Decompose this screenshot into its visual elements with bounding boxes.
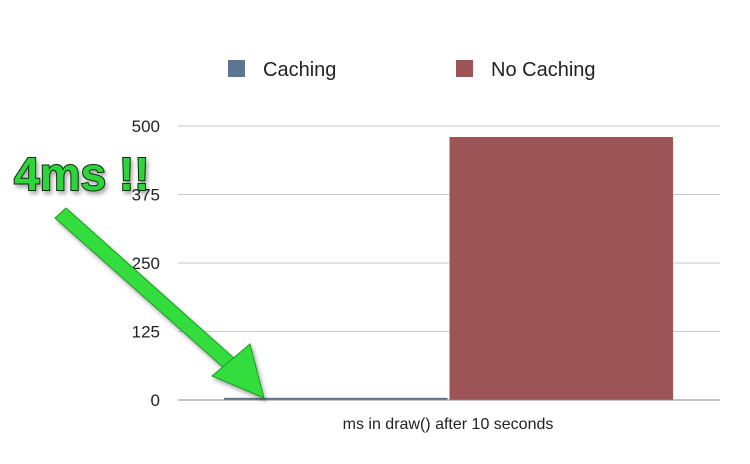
annotation-text: 4ms !! [14,148,149,200]
bar-caching [224,397,448,400]
legend-label-no-caching: No Caching [491,59,596,81]
legend-swatch-caching [228,60,245,77]
y-tick-label-500: 500 [132,117,160,136]
legend-swatch-no-caching [456,60,473,77]
y-tick-label-0: 0 [151,391,160,410]
y-tick-label-125: 125 [132,323,160,342]
x-axis-label: ms in draw() after 10 seconds [343,416,554,433]
legend-label-caching: Caching [263,59,336,81]
arrow-head [211,343,265,399]
y-axis-ticks: 0 125 250 375 500 [132,117,160,410]
arrow-shaft [54,207,237,371]
y-tick-label-250: 250 [132,254,160,273]
legend: Caching No Caching [228,59,596,81]
bars [224,136,673,400]
y-tick-label-375: 375 [132,186,160,205]
bar-no-caching [449,136,673,400]
annotation-arrow [54,207,265,399]
